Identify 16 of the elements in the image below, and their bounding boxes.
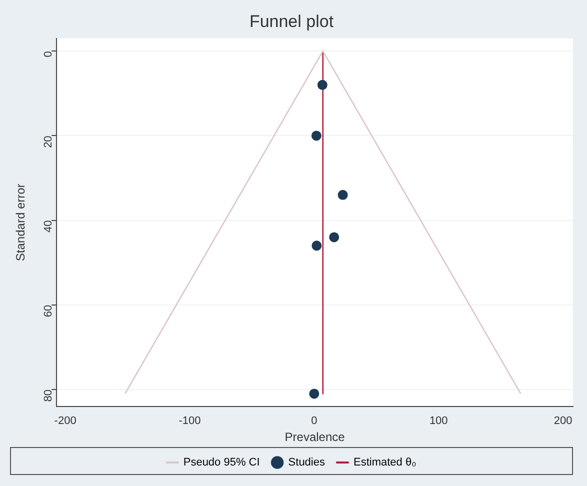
x-tick-label: 200 bbox=[554, 415, 572, 428]
y-tick-label: 0 bbox=[42, 51, 55, 58]
y-tick-label: 20 bbox=[42, 136, 55, 148]
x-tick-label: 100 bbox=[429, 415, 448, 428]
x-tick-label: -100 bbox=[178, 415, 201, 428]
chart-title: Funnel plot bbox=[249, 12, 334, 31]
x-tick-label: 0 bbox=[311, 415, 318, 428]
y-tick-label: 60 bbox=[42, 304, 55, 318]
y-tick-label: 40 bbox=[42, 220, 55, 233]
legend-label: Pseudo 95% CI bbox=[183, 456, 260, 469]
x-axis-title: Prevalence bbox=[284, 430, 346, 444]
x-tick-label: -200 bbox=[54, 415, 76, 428]
legend-label: Estimated θ₀ bbox=[353, 456, 416, 469]
y-axis-title: Standard error bbox=[14, 184, 28, 262]
legend-label: Studies bbox=[288, 456, 326, 469]
y-tick-label: 80 bbox=[42, 389, 55, 402]
